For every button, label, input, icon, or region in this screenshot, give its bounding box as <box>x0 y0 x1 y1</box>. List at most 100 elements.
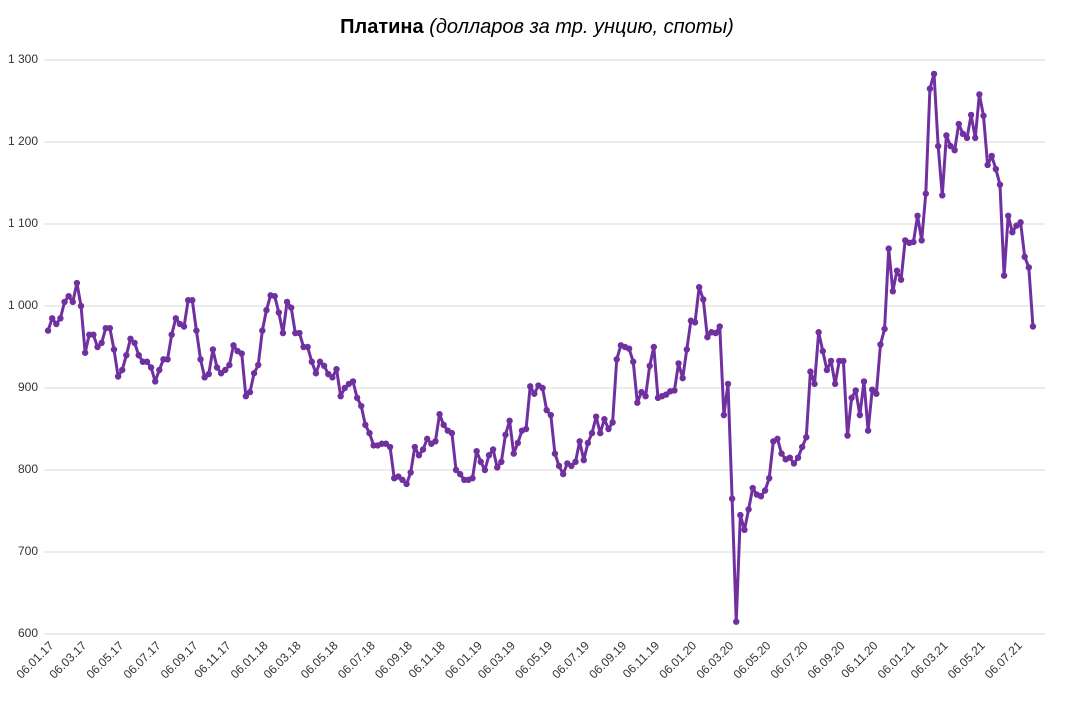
data-point <box>110 346 118 353</box>
data-point <box>976 91 983 98</box>
data-point <box>275 309 283 316</box>
data-point <box>996 181 1004 188</box>
data-point <box>1000 272 1008 279</box>
chart-title: Платина (долларов за тр. унцию, споты) <box>340 16 734 38</box>
data-point <box>1009 229 1016 236</box>
data-point <box>263 306 270 314</box>
data-point <box>988 152 995 160</box>
data-point <box>337 393 344 400</box>
title-sub: (долларов за тр. унцию, споты) <box>429 16 734 38</box>
data-point <box>222 366 229 374</box>
data-point <box>147 364 155 371</box>
data-point <box>209 346 217 353</box>
data-point <box>955 120 962 128</box>
y-tick-label: 1 300 <box>8 52 38 66</box>
x-tick-label: 06.07.20 <box>768 638 811 681</box>
data-point <box>127 335 134 342</box>
data-point <box>358 402 365 410</box>
data-point <box>934 142 942 150</box>
data-point <box>469 475 476 482</box>
x-tick-label: 06.11.18 <box>406 638 449 681</box>
data-point <box>803 434 810 441</box>
data-point <box>366 429 373 437</box>
data-point <box>333 365 340 373</box>
data-point <box>724 380 732 388</box>
data-point <box>90 331 97 338</box>
data-point <box>255 361 262 369</box>
data-point <box>1025 264 1033 271</box>
data-point <box>642 393 649 400</box>
data-point <box>840 357 847 365</box>
data-point <box>477 458 484 465</box>
data-point <box>811 380 818 388</box>
data-point <box>679 374 686 382</box>
data-point <box>81 349 89 356</box>
data-point <box>316 358 324 365</box>
data-point <box>568 462 575 470</box>
data-point <box>436 411 443 418</box>
data-point <box>131 339 138 347</box>
data-point <box>634 399 641 406</box>
data-point <box>485 452 493 459</box>
data-point <box>189 297 196 304</box>
data-point <box>860 378 868 385</box>
data-point <box>947 142 954 150</box>
data-point <box>757 493 765 500</box>
data-point <box>790 460 798 467</box>
data-point <box>733 618 740 625</box>
x-tick-label: 06.03.17 <box>46 638 89 681</box>
data-point <box>473 447 480 455</box>
data-point <box>386 443 394 451</box>
data-point <box>77 302 85 310</box>
data-point <box>881 325 888 333</box>
data-point <box>494 464 501 471</box>
data-point <box>123 352 130 359</box>
data-point <box>489 446 497 453</box>
x-tick-label: 06.03.19 <box>475 638 518 681</box>
data-point <box>774 435 781 443</box>
x-tick-label: 06.03.21 <box>908 638 951 681</box>
x-tick-label: 06.03.20 <box>693 638 736 681</box>
data-point <box>48 315 56 322</box>
data-point <box>65 292 72 300</box>
data-point <box>856 411 864 419</box>
y-tick-label: 600 <box>18 626 38 640</box>
data-point <box>807 368 814 375</box>
data-point <box>798 443 806 451</box>
y-tick-label: 800 <box>18 462 38 476</box>
data-point <box>650 343 658 351</box>
data-point <box>320 362 328 370</box>
data-point <box>349 378 357 385</box>
data-point <box>893 267 901 274</box>
data-point <box>625 345 633 352</box>
data-point <box>922 190 929 197</box>
x-tick-label: 06.07.17 <box>121 638 164 681</box>
data-point <box>864 427 872 434</box>
data-point <box>353 394 361 402</box>
data-point <box>180 323 188 330</box>
data-point <box>547 411 555 419</box>
data-point <box>419 446 427 453</box>
data-point <box>761 487 769 494</box>
x-tick-label: 06.11.19 <box>620 638 663 681</box>
data-point <box>980 112 987 119</box>
data-point <box>539 384 546 392</box>
data-point <box>873 390 880 397</box>
data-point <box>885 245 892 252</box>
data-point <box>259 327 266 334</box>
data-point <box>609 419 616 426</box>
data-point <box>963 134 971 142</box>
data-point <box>720 411 728 419</box>
data-point <box>238 350 245 357</box>
data-point <box>897 276 905 283</box>
data-point <box>143 358 151 365</box>
data-point <box>592 413 600 420</box>
data-point <box>910 238 917 246</box>
data-point <box>848 394 855 402</box>
data-point <box>914 212 921 219</box>
data-point <box>403 480 410 488</box>
data-point <box>889 288 897 295</box>
data-point <box>440 421 447 429</box>
x-tick-label: 06.05.19 <box>512 638 555 681</box>
data-point <box>918 237 925 244</box>
